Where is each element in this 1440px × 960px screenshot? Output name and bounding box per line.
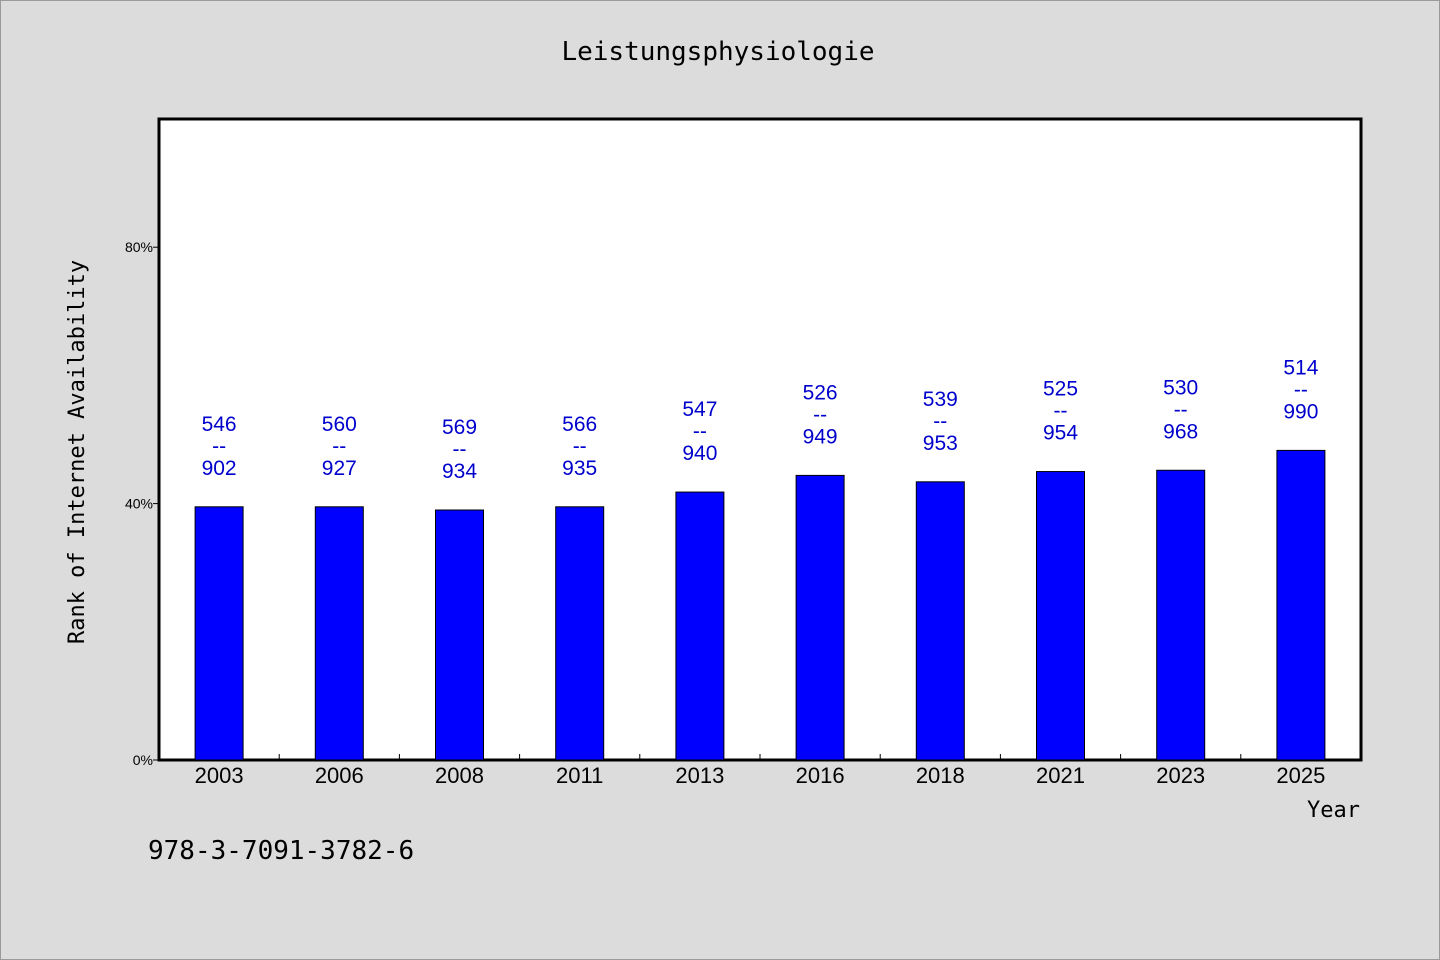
- chart-title: Leistungsphysiologie: [561, 37, 874, 67]
- bar-data-label: --: [933, 410, 947, 433]
- bar: [555, 506, 605, 761]
- bar-data-label: --: [212, 435, 226, 458]
- bar-data-label: 569: [442, 416, 477, 439]
- x-tick-label: 2008: [435, 763, 484, 788]
- x-tick-label: 2023: [1156, 763, 1205, 788]
- x-axis-label: Year: [1307, 798, 1360, 823]
- x-tick-label: 2013: [675, 763, 724, 788]
- bar-data-label: 927: [322, 457, 357, 480]
- bar-data-label: 940: [682, 442, 717, 465]
- bar-data-label: 566: [562, 413, 597, 436]
- bar-data-label: --: [1174, 398, 1188, 421]
- bar: [1276, 449, 1326, 761]
- bar: [675, 491, 725, 761]
- x-tick-label: 2003: [195, 763, 244, 788]
- bar: [1036, 471, 1085, 761]
- x-tick-label: 2018: [916, 763, 965, 788]
- x-tick-label: 2016: [796, 763, 845, 788]
- y-axis-label: Rank of Internet Availability: [65, 260, 90, 644]
- bar-data-label: 990: [1283, 400, 1318, 423]
- bar-data-label: 539: [923, 388, 958, 411]
- x-tick-label: 2011: [556, 763, 603, 788]
- footnote-isbn: 978-3-7091-3782-6: [148, 836, 415, 866]
- y-tick-label: 80%: [125, 239, 153, 255]
- bar: [435, 509, 484, 761]
- bar-data-label: 949: [803, 425, 838, 448]
- bar-data-label: 953: [923, 432, 958, 455]
- bar-data-label: 934: [442, 460, 477, 483]
- bar-series: [194, 449, 1326, 761]
- bar-data-label: 954: [1043, 422, 1078, 445]
- y-axis: 0% 40% 80%: [125, 239, 159, 768]
- bar-data-label: 935: [562, 457, 597, 480]
- bar-data-label: --: [813, 403, 827, 426]
- bar-data-label: --: [693, 420, 707, 443]
- bar-data-label: 525: [1043, 378, 1078, 401]
- bar: [795, 474, 845, 761]
- bar-data-label: 526: [803, 381, 838, 404]
- y-tick-label: 40%: [125, 496, 153, 512]
- bar-data-label: --: [1054, 400, 1068, 423]
- bar-data-label: 514: [1283, 356, 1318, 379]
- bar: [915, 481, 965, 761]
- bar-labels: 546--902560--927569--934566--935547--940…: [202, 356, 1319, 483]
- bar-data-label: --: [453, 438, 467, 461]
- bar-data-label: 546: [202, 413, 237, 436]
- bar-data-label: 530: [1163, 376, 1198, 399]
- bar-data-label: 902: [202, 457, 237, 480]
- bar-data-label: 560: [322, 413, 357, 436]
- bar: [314, 506, 364, 761]
- bar-data-label: --: [332, 435, 346, 458]
- x-tick-label: 2006: [315, 763, 364, 788]
- bar: [194, 506, 244, 761]
- x-axis: 2003 2006 2008 2011 2013 2016 2018 2021 2023 2025: [195, 754, 1325, 788]
- bar-data-label: --: [1294, 378, 1308, 401]
- x-tick-label: 2025: [1276, 763, 1325, 788]
- bar-data-label: --: [573, 435, 587, 458]
- bar-data-label: 547: [682, 398, 717, 421]
- bar: [1156, 469, 1206, 761]
- x-tick-label: 2021: [1036, 763, 1085, 788]
- y-tick-label: 0%: [133, 752, 153, 768]
- bar-data-label: 968: [1163, 420, 1198, 443]
